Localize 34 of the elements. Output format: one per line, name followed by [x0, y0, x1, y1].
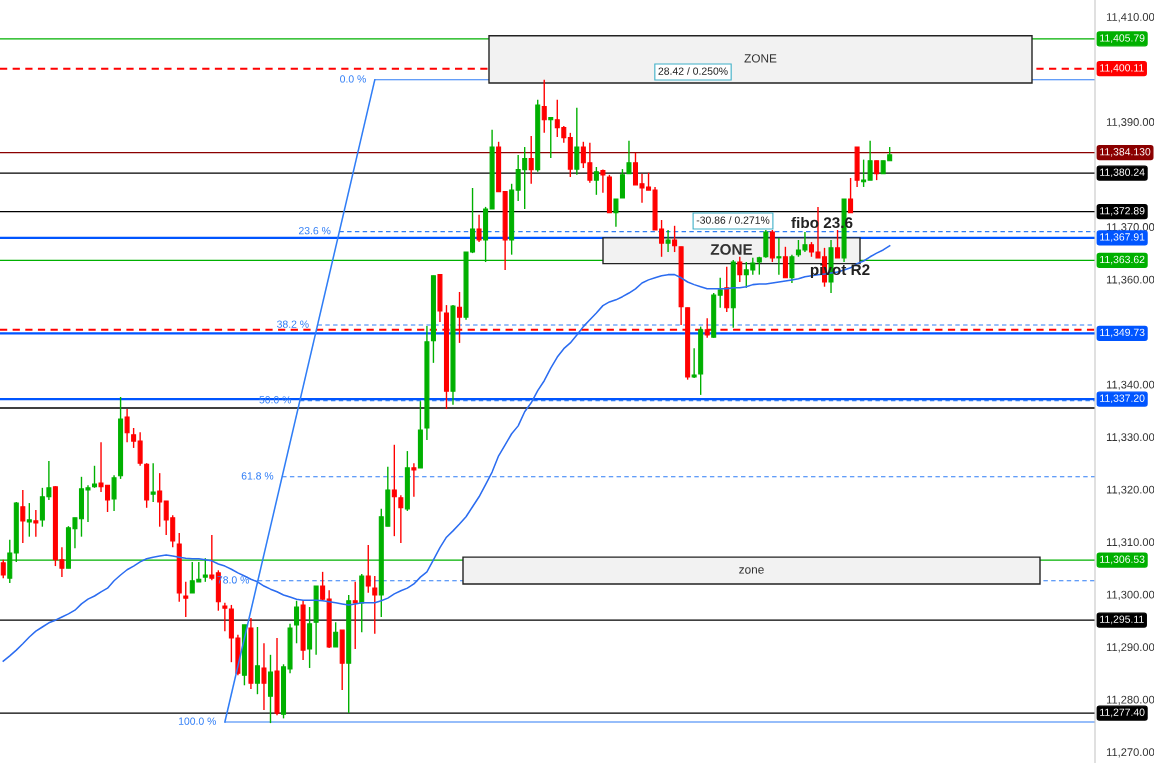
y-tick-label: 11,330.00 [1106, 433, 1154, 443]
band-label: zone [739, 567, 764, 574]
ref-line-label: 11,384.130 [1100, 148, 1151, 157]
ref-line-label: 11,380.24 [1100, 168, 1145, 178]
ref-line-label: 11,367.91 [1100, 233, 1145, 242]
ref-line-label: 11,337.20 [1100, 394, 1145, 404]
ref-line-label: 11,277.40 [1100, 708, 1145, 718]
annotation: 23.6 % [298, 227, 331, 235]
ref-line-label: 11,363.62 [1100, 255, 1145, 265]
annotation: 38.2 % [277, 320, 309, 328]
y-tick-label: 11,340.00 [1106, 380, 1154, 390]
annotation: -30.86 / 0.271% [696, 216, 770, 224]
band-label: ZONE [744, 54, 777, 63]
annotation: 61.8 % [241, 472, 274, 480]
annotation: 0.0 % [340, 75, 366, 83]
y-tick-label: 11,270.00 [1106, 748, 1154, 758]
ref-line-label: 11,349.73 [1100, 328, 1145, 338]
ref-line-label: 11,405.79 [1100, 34, 1145, 43]
y-tick-label: 11,320.00 [1106, 485, 1154, 495]
y-tick-label: 11,390.00 [1106, 118, 1154, 128]
annotation: 50.0 % [259, 396, 292, 404]
y-tick-label: 11,310.00 [1106, 538, 1154, 548]
y-tick-label: 11,360.00 [1106, 275, 1154, 285]
ref-line-label: 11,372.89 [1100, 207, 1145, 216]
band-label: ZONE [710, 244, 753, 255]
ref-line-label: 11,306.53 [1100, 555, 1145, 565]
annotation: 100.0 % [178, 717, 217, 725]
ref-line-label: 11,400.11 [1100, 64, 1144, 73]
y-tick-label: 11,300.00 [1106, 590, 1154, 600]
annotation: 28.42 / 0.250% [658, 67, 728, 75]
ref-line-label: 11,295.11 [1100, 615, 1144, 625]
y-tick-label: 11,410.00 [1106, 13, 1154, 23]
y-tick-label: 11,280.00 [1106, 695, 1154, 705]
y-tick-label: 11,290.00 [1106, 643, 1154, 653]
